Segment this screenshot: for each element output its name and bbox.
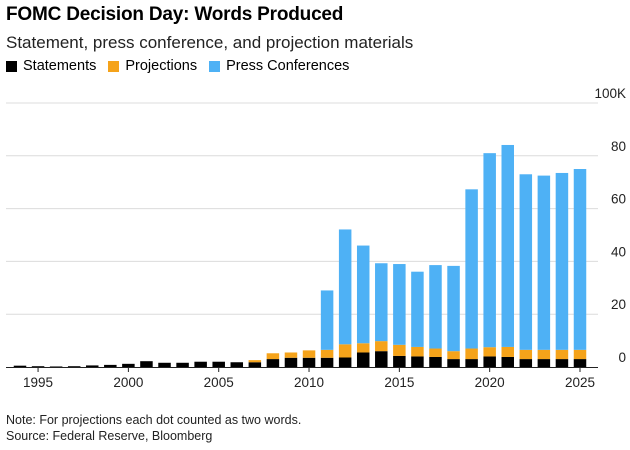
bar-statements (284, 357, 298, 367)
bar-press-conferences (483, 153, 496, 348)
bar-statements (86, 365, 99, 367)
bar-statements (140, 361, 153, 367)
x-tick-label: 1995 (23, 375, 53, 390)
x-tick-label: 2020 (475, 375, 505, 390)
bar-press-conferences (393, 264, 406, 345)
bar-statements (320, 357, 334, 367)
bar-statements (375, 351, 388, 367)
legend-item-projections: Projections (108, 58, 197, 74)
bar-projections (555, 349, 569, 360)
bar-statements (356, 352, 370, 367)
y-tick-label: 60 (611, 192, 626, 207)
stacked-bar-chart: 0 20 40 60 80 100K 1995 2000 2005 2010 2015 2020 202… (6, 86, 626, 390)
bar-statements (501, 356, 514, 367)
bar-statements (212, 361, 225, 367)
bar-statements (555, 359, 569, 367)
bar-statements (176, 362, 189, 367)
y-tick-label: 0 (618, 350, 626, 365)
bar-statements (230, 362, 244, 367)
bar-projections (338, 344, 352, 358)
bar-projections (483, 347, 496, 357)
bar-statements (338, 357, 352, 367)
legend-label-projections: Projections (125, 58, 198, 74)
footnote: Note: For projections each dot counted a… (6, 413, 302, 427)
bar-projections (411, 346, 424, 357)
bar-press-conferences (411, 271, 424, 347)
bar-statements (411, 356, 424, 367)
bar-press-conferences (320, 290, 334, 350)
legend-item-statements: Statements (6, 58, 96, 74)
bar-press-conferences (573, 169, 587, 350)
bar-projections (320, 349, 334, 358)
bar-statements (122, 363, 135, 367)
bar-statements (465, 359, 478, 367)
bar-statements (573, 359, 587, 367)
chart-title: FOMC Decision Day: Words Produced (6, 4, 344, 25)
legend-label-statements: Statements (23, 58, 97, 74)
bar-statements (49, 366, 63, 367)
bar-projections (266, 353, 280, 360)
bar-statements (393, 355, 406, 367)
bar-projections (284, 352, 298, 358)
bar-projections (465, 348, 478, 360)
legend-label-press-conferences: Press Conferences (226, 58, 350, 74)
bar-statements (537, 359, 551, 367)
bar-statements (519, 359, 533, 367)
bar-statements (104, 364, 117, 367)
y-tick-label: 20 (611, 297, 626, 312)
legend-item-press-conferences: Press Conferences (209, 58, 349, 74)
bar-projections (302, 350, 316, 358)
bar-statements (67, 366, 81, 367)
legend: Statements Projections Press Conferences (6, 58, 361, 74)
bar-projections (375, 341, 388, 352)
y-tick-label: 40 (611, 244, 626, 259)
bar-projections (356, 343, 370, 353)
x-tick-label: 2005 (204, 375, 234, 390)
bar-projections (519, 349, 533, 360)
bar-statements (447, 359, 460, 367)
bar-statements (194, 361, 207, 367)
bar-statements (483, 356, 496, 367)
bar-press-conferences (429, 265, 442, 349)
bar-statements (429, 356, 442, 367)
bar-projections (429, 348, 442, 357)
bar-press-conferences (447, 265, 460, 352)
bar-statements (158, 362, 171, 367)
bar-press-conferences (375, 263, 388, 342)
bar-press-conferences (465, 189, 478, 349)
bar-press-conferences (555, 172, 569, 350)
bar-projections (573, 349, 587, 360)
y-tick-label: 100K (594, 86, 626, 101)
chart-subtitle: Statement, press conference, and project… (6, 33, 414, 52)
legend-swatch-statements (6, 60, 17, 72)
x-tick-label: 2025 (565, 375, 595, 390)
bar-projections (537, 349, 551, 360)
bar-press-conferences (501, 144, 514, 347)
bar-statements (248, 362, 262, 367)
bar-press-conferences (519, 174, 533, 350)
y-tick-label: 80 (611, 139, 626, 154)
x-tick-label: 2010 (294, 375, 324, 390)
bar-projections (501, 346, 514, 357)
bar-statements (302, 357, 316, 367)
source-line: Source: Federal Reserve, Bloomberg (6, 429, 213, 443)
bar-statements (266, 359, 280, 367)
legend-swatch-press-conferences (209, 60, 221, 72)
bar-projections (248, 360, 262, 363)
bar-press-conferences (338, 229, 352, 345)
x-tick-label: 2015 (384, 375, 414, 390)
bar-press-conferences (356, 245, 370, 344)
bar-statements (31, 366, 45, 367)
bar-statements (13, 365, 27, 367)
x-tick-label: 2000 (113, 375, 143, 390)
legend-swatch-projections (108, 60, 120, 72)
bar-projections (393, 344, 406, 356)
bar-projections (447, 351, 460, 360)
bar-press-conferences (537, 175, 551, 350)
